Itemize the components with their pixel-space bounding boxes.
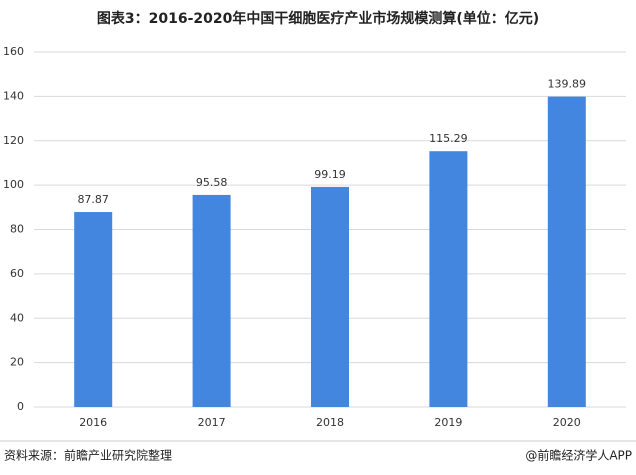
chart-title: 图表3：2016-2020年中国干细胞医疗产业市场规模测算(单位：亿元) bbox=[97, 10, 539, 27]
source: 资料来源：前瞻产业研究院整理 bbox=[4, 448, 172, 463]
y-tick-label: 60 bbox=[10, 267, 24, 280]
x-tick-label: 2018 bbox=[316, 416, 344, 429]
value-label: 87.87 bbox=[77, 193, 109, 206]
credit: @前瞻经济学人APP bbox=[525, 448, 632, 463]
bar bbox=[311, 186, 349, 407]
value-label: 99.19 bbox=[314, 168, 346, 181]
y-tick-label: 100 bbox=[3, 178, 24, 191]
y-tick-label: 20 bbox=[10, 356, 24, 369]
y-tick-label: 160 bbox=[3, 45, 24, 58]
bar bbox=[429, 151, 468, 407]
y-tick-label: 80 bbox=[10, 223, 24, 236]
y-tick-label: 40 bbox=[10, 311, 24, 324]
value-label: 115.29 bbox=[429, 132, 468, 145]
x-tick-label: 2016 bbox=[79, 416, 107, 429]
bar bbox=[547, 96, 586, 407]
x-tick-label: 2020 bbox=[553, 416, 581, 429]
bar bbox=[74, 212, 113, 407]
bar bbox=[192, 194, 231, 407]
y-tick-label: 0 bbox=[17, 400, 24, 413]
value-label: 95.58 bbox=[196, 176, 228, 189]
x-tick-label: 2019 bbox=[434, 416, 462, 429]
x-tick-label: 2017 bbox=[198, 416, 226, 429]
y-tick-label: 120 bbox=[3, 134, 24, 147]
value-label: 139.89 bbox=[548, 78, 587, 91]
y-tick-label: 140 bbox=[3, 89, 24, 102]
